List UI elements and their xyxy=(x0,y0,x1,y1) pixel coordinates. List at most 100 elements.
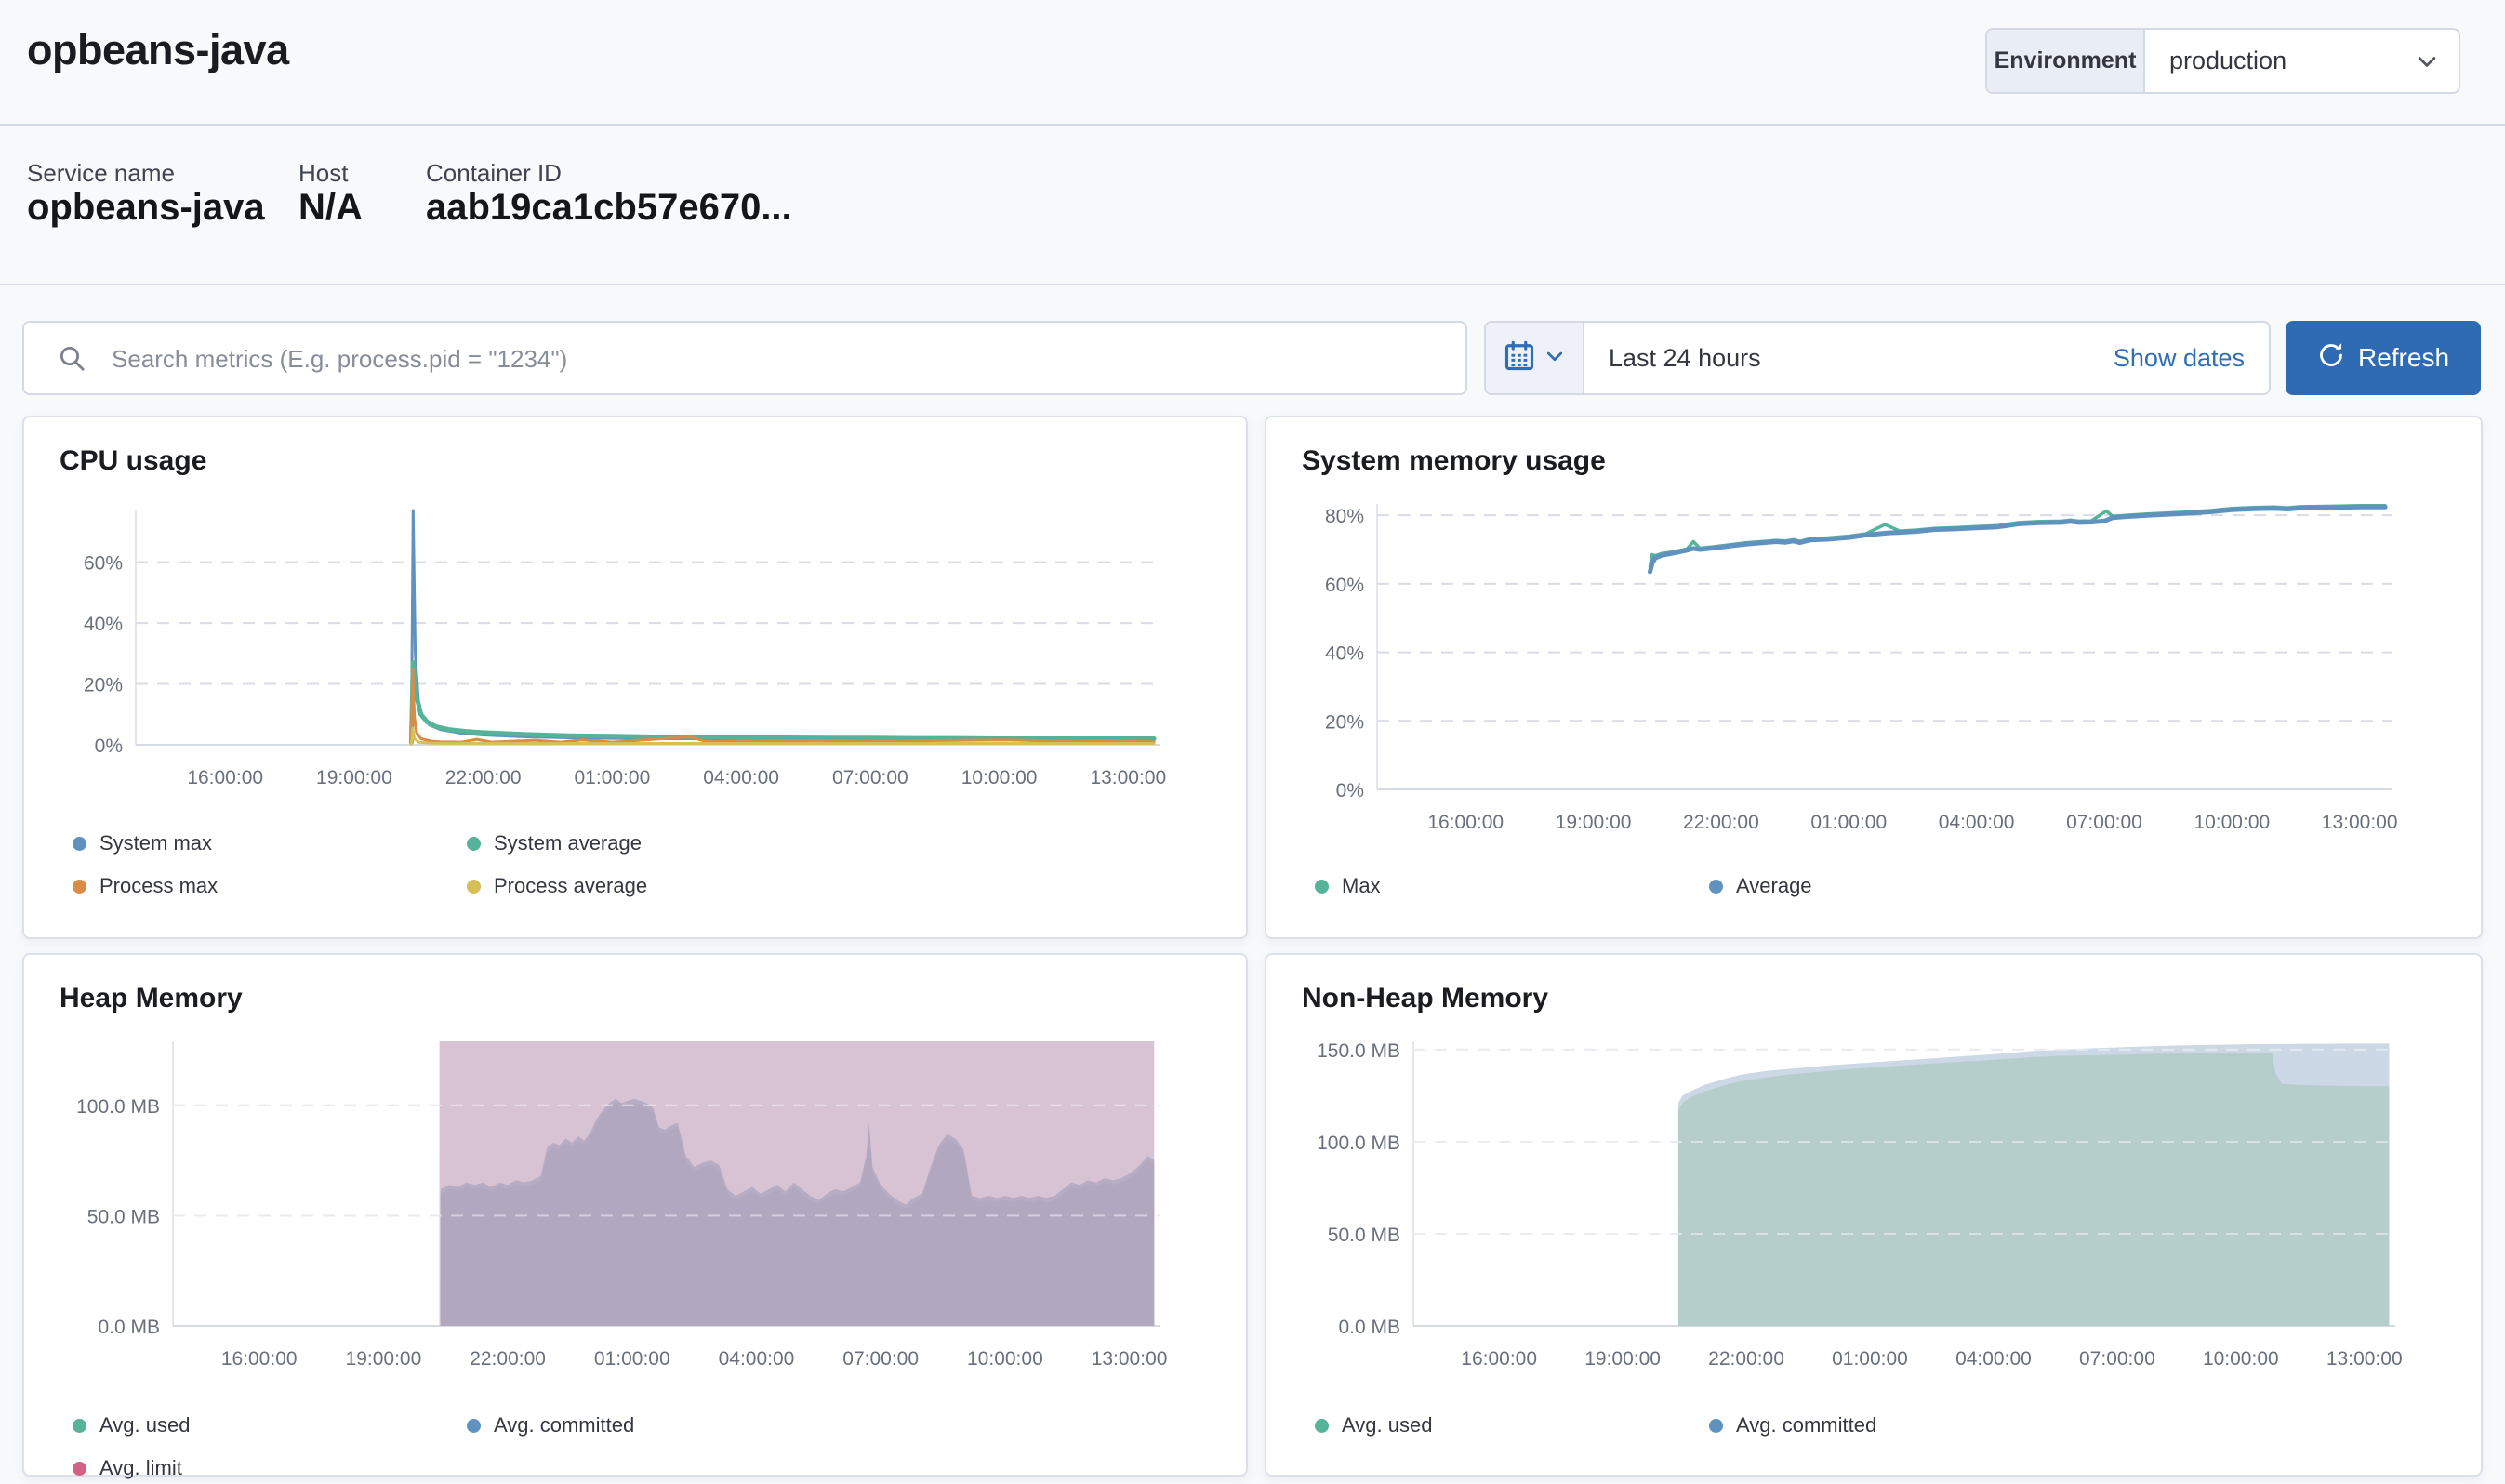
environment-label: Environment xyxy=(1987,30,2145,92)
heap-memory-chart[interactable]: 0.0 MB 50.0 MB 100.0 MB 16:00:00 19:00:00 22:… xyxy=(24,955,1246,1475)
svg-text:50.0 MB: 50.0 MB xyxy=(87,1206,160,1227)
svg-text:0%: 0% xyxy=(95,735,123,757)
legend-item[interactable]: Avg. limit xyxy=(73,1455,467,1481)
svg-text:10:00:00: 10:00:00 xyxy=(2194,812,2270,833)
non-heap-memory-panel: 0.0 MB 50.0 MB 100.0 MB 150.0 MB 16:00:00 19:… xyxy=(1265,953,2483,1477)
page-title: opbeans-java xyxy=(27,26,289,73)
svg-text:07:00:00: 07:00:00 xyxy=(832,767,908,788)
legend: Avg. used Avg. committed xyxy=(1315,1412,2455,1455)
refresh-button[interactable]: Refresh xyxy=(2286,321,2481,395)
svg-text:19:00:00: 19:00:00 xyxy=(1584,1348,1661,1370)
svg-text:19:00:00: 19:00:00 xyxy=(346,1348,422,1370)
svg-text:04:00:00: 04:00:00 xyxy=(1939,812,2015,833)
legend-dot-icon xyxy=(73,1418,86,1433)
legend: Avg. used Avg. committed Avg. limit xyxy=(73,1412,1220,1484)
legend-item[interactable]: Avg. used xyxy=(73,1412,467,1438)
legend-item[interactable]: Avg. used xyxy=(1315,1412,1709,1438)
time-range-value[interactable]: Last 24 hours xyxy=(1609,343,1761,372)
calendar-menu-button[interactable] xyxy=(1486,323,1584,393)
search-box[interactable] xyxy=(22,321,1467,395)
host-label: Host xyxy=(298,159,349,187)
svg-text:07:00:00: 07:00:00 xyxy=(842,1348,919,1370)
panel-title: CPU usage xyxy=(60,445,207,476)
svg-text:16:00:00: 16:00:00 xyxy=(1427,812,1504,833)
legend-dot-icon xyxy=(1709,1418,1723,1433)
svg-text:80%: 80% xyxy=(1325,506,1364,527)
service-name-label: Service name xyxy=(27,159,175,187)
svg-text:10:00:00: 10:00:00 xyxy=(2203,1348,2279,1370)
environment-value[interactable]: production xyxy=(2169,46,2287,74)
svg-text:13:00:00: 13:00:00 xyxy=(1092,1348,1168,1370)
panel-title: Non-Heap Memory xyxy=(1302,983,1549,1014)
svg-text:13:00:00: 13:00:00 xyxy=(2322,812,2398,833)
cpu-usage-panel: 0% 20% 40% 60% 16:00:00 19:00:00 22:00:00 01:00… xyxy=(22,416,1248,939)
heap-memory-panel: 0.0 MB 50.0 MB 100.0 MB 16:00:00 19:00:00 22:… xyxy=(22,953,1248,1479)
legend-dot-icon xyxy=(73,836,86,851)
search-input[interactable] xyxy=(110,323,1415,395)
svg-text:10:00:00: 10:00:00 xyxy=(967,1348,1043,1370)
svg-text:07:00:00: 07:00:00 xyxy=(2079,1348,2155,1370)
legend-label: Average xyxy=(1736,874,1812,897)
refresh-icon xyxy=(2317,341,2345,376)
legend-label: System average xyxy=(494,831,642,855)
system-memory-panel: 0% 20% 40% 60% 80% 16:00:00 19:00:00 22:00:00 01… xyxy=(1265,416,2483,939)
legend-item[interactable]: Average xyxy=(1709,873,2103,899)
legend-label: Avg. limit xyxy=(99,1456,182,1479)
panel-title: Heap Memory xyxy=(60,983,243,1014)
environment-select[interactable]: Environment production xyxy=(1985,28,2460,94)
legend-dot-icon xyxy=(1315,879,1329,894)
svg-text:40%: 40% xyxy=(1325,643,1364,665)
date-range-picker[interactable]: Last 24 hours Show dates xyxy=(1484,321,2271,395)
svg-text:01:00:00: 01:00:00 xyxy=(575,767,651,788)
svg-text:13:00:00: 13:00:00 xyxy=(2326,1348,2403,1370)
svg-text:20%: 20% xyxy=(1325,711,1364,733)
svg-text:0%: 0% xyxy=(1336,780,1364,802)
svg-text:13:00:00: 13:00:00 xyxy=(1090,767,1166,788)
host-value: N/A xyxy=(298,187,363,228)
legend-item[interactable]: Avg. committed xyxy=(1709,1412,2103,1438)
calendar-icon xyxy=(1503,339,1536,378)
system-memory-chart[interactable]: 0% 20% 40% 60% 80% 16:00:00 19:00:00 22:00:00 01… xyxy=(1266,417,2481,937)
service-info-bar: Service name opbeans-java Host N/A Conta… xyxy=(0,126,2505,285)
svg-text:20%: 20% xyxy=(84,675,123,696)
chevron-down-icon xyxy=(1544,345,1566,372)
legend: Max Average xyxy=(1315,873,2455,916)
chevron-down-icon xyxy=(2414,30,2440,92)
search-icon xyxy=(58,344,87,378)
svg-text:60%: 60% xyxy=(84,553,123,575)
svg-text:100.0 MB: 100.0 MB xyxy=(1317,1133,1400,1154)
non-heap-memory-chart[interactable]: 0.0 MB 50.0 MB 100.0 MB 150.0 MB 16:00:00 19:… xyxy=(1266,955,2481,1475)
legend-label: Avg. committed xyxy=(494,1413,635,1437)
legend-item[interactable]: System average xyxy=(467,830,861,856)
legend-dot-icon xyxy=(467,879,481,894)
svg-text:04:00:00: 04:00:00 xyxy=(719,1348,795,1370)
cpu-usage-chart[interactable]: 0% 20% 40% 60% 16:00:00 19:00:00 22:00:00 01:00… xyxy=(24,417,1246,937)
legend-dot-icon xyxy=(73,879,86,894)
legend-item[interactable]: Avg. committed xyxy=(467,1412,861,1438)
container-id-value: aab19ca1cb57e670... xyxy=(426,187,792,228)
legend-item[interactable]: Process max xyxy=(73,873,467,899)
show-dates-link[interactable]: Show dates xyxy=(2113,343,2245,372)
date-range-display[interactable]: Last 24 hours Show dates xyxy=(1584,323,2269,393)
svg-text:22:00:00: 22:00:00 xyxy=(470,1348,546,1370)
svg-text:150.0 MB: 150.0 MB xyxy=(1317,1040,1400,1062)
svg-text:22:00:00: 22:00:00 xyxy=(1683,812,1759,833)
refresh-label: Refresh xyxy=(2357,343,2450,372)
svg-text:19:00:00: 19:00:00 xyxy=(316,767,392,788)
legend-item[interactable]: Max xyxy=(1315,873,1709,899)
svg-text:04:00:00: 04:00:00 xyxy=(703,767,779,788)
svg-text:60%: 60% xyxy=(1325,575,1364,596)
panel-title: System memory usage xyxy=(1302,445,1606,476)
container-id-label: Container ID xyxy=(426,159,562,187)
svg-text:01:00:00: 01:00:00 xyxy=(1832,1348,1908,1370)
svg-text:0.0 MB: 0.0 MB xyxy=(98,1317,160,1338)
svg-text:16:00:00: 16:00:00 xyxy=(187,767,263,788)
svg-text:07:00:00: 07:00:00 xyxy=(2066,812,2142,833)
service-name-value: opbeans-java xyxy=(27,187,265,228)
svg-text:16:00:00: 16:00:00 xyxy=(221,1348,298,1370)
legend-item[interactable]: System max xyxy=(73,830,467,856)
legend: System max System average Process max Proce… xyxy=(73,830,1220,916)
legend-item[interactable]: Process average xyxy=(467,873,861,899)
svg-text:22:00:00: 22:00:00 xyxy=(445,767,522,788)
